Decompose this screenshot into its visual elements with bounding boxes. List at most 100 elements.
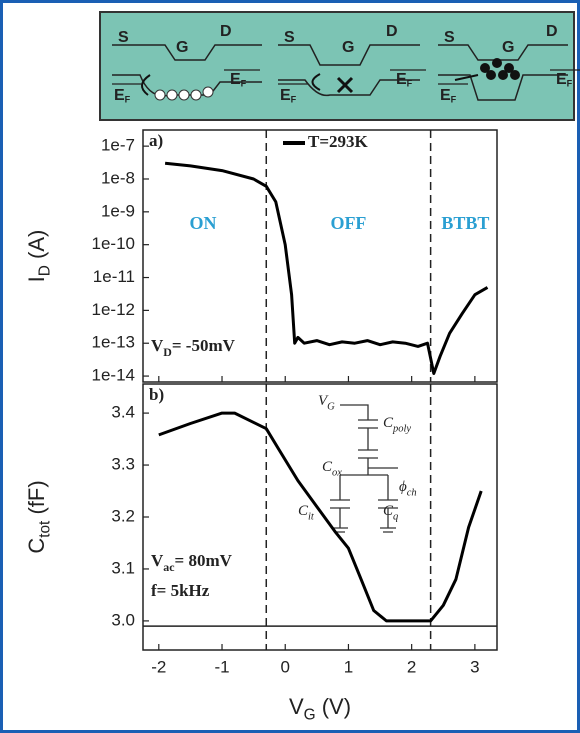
band-line	[278, 44, 420, 66]
condition-note-rest: = 80mV	[175, 551, 233, 570]
fermi-label-sub: F	[407, 79, 413, 89]
fermi-label-sub: F	[291, 95, 297, 105]
carrier	[486, 70, 496, 80]
drain-label: D	[220, 23, 232, 40]
carrier	[480, 63, 490, 73]
fermi-label-main: E	[396, 71, 407, 88]
circuit-label-main: V	[318, 393, 329, 409]
plot-area	[142, 383, 498, 651]
x-axis-label: VG (V)	[289, 694, 351, 724]
x-tick-label: 3	[470, 657, 479, 676]
y-tick-label: 1e-14	[92, 366, 135, 385]
fermi-label-main: E	[440, 87, 451, 104]
region-label: ON	[190, 213, 217, 233]
y-tick-label: 3.4	[111, 403, 135, 422]
fermi-label-sub: F	[567, 79, 573, 89]
circuit-label-sub: ox	[332, 468, 342, 479]
legend-label: T=293K	[308, 132, 369, 151]
fermi-label-main: E	[556, 71, 567, 88]
y-tick-label: 3.3	[111, 455, 135, 474]
carrier	[492, 58, 502, 68]
y-axis-label-rest: (A)	[24, 230, 49, 265]
circuit-label-main: C	[322, 459, 333, 475]
circuit-label-main: C	[383, 503, 394, 519]
plot-area	[142, 129, 498, 383]
y-tick-label: 3.1	[111, 558, 135, 577]
fermi-label: EF	[280, 87, 297, 105]
circuit-label-main: ϕ	[399, 479, 407, 495]
condition-note: VD= -50mV	[151, 336, 236, 359]
circuit-label: ϕch	[399, 479, 417, 498]
data-line	[164, 161, 489, 375]
circuit-label: Cq	[383, 503, 398, 522]
y-axis-label: Ctot (fF)	[24, 480, 54, 553]
condition-note: Vac= 80mV	[151, 551, 233, 574]
condition-note-sub: D	[163, 345, 172, 359]
source-label: S	[444, 29, 455, 46]
gate-label: G	[502, 39, 514, 56]
x-tick-label: 1	[344, 657, 353, 676]
y-tick-label: 1e-12	[92, 300, 135, 319]
condition-note: f= 5kHz	[151, 581, 210, 600]
y-tick-label: 3.2	[111, 506, 135, 525]
carrier	[178, 89, 190, 101]
panel-label: b)	[149, 385, 164, 404]
carrier	[504, 63, 514, 73]
condition-note-main: V	[151, 551, 164, 570]
y-tick-label: 1e-9	[101, 201, 135, 220]
y-axis-label-main: C	[24, 538, 49, 554]
arrow	[311, 73, 321, 91]
gate-label: G	[342, 39, 354, 56]
x-axis-label-sub: G	[304, 707, 316, 724]
circuit-label-sub: it	[308, 512, 315, 523]
fermi-label-sub: F	[451, 95, 457, 105]
y-tick-label: 1e-13	[92, 333, 135, 352]
drain-label: D	[386, 23, 398, 40]
x-tick-label: -1	[214, 657, 229, 676]
y-tick-label: 1e-11	[93, 267, 135, 286]
circuit-label-sub: poly	[392, 424, 411, 435]
fermi-label: EF	[440, 87, 457, 105]
panel-label: a)	[149, 131, 163, 150]
carrier	[166, 89, 178, 101]
circuit-label-sub: q	[393, 512, 398, 523]
fermi-label-sub: F	[241, 79, 247, 89]
circuit-label-main: C	[383, 415, 394, 431]
y-tick-label: 1e-10	[92, 234, 135, 253]
band-line	[438, 74, 568, 101]
inset-box	[99, 11, 575, 121]
circuit-label: Cpoly	[383, 415, 411, 434]
arrow	[454, 74, 479, 81]
circuit-label: Cox	[322, 459, 342, 478]
region-label: OFF	[330, 213, 366, 233]
y-tick-label: 3.0	[111, 610, 135, 629]
x-tick-label: 2	[407, 657, 416, 676]
fermi-label: EF	[396, 71, 413, 89]
y-axis-label-sub: D	[37, 265, 54, 276]
carrier	[190, 89, 202, 101]
fermi-label: EF	[556, 71, 573, 89]
fermi-label: EF	[230, 71, 247, 89]
circuit-label-sub: ch	[407, 488, 417, 499]
carrier	[154, 89, 166, 101]
x-axis-label-rest: (V)	[316, 694, 351, 719]
data-line	[158, 411, 483, 623]
carrier	[510, 70, 520, 80]
y-axis-label-rest: (fF)	[24, 480, 49, 520]
y-axis-label: ID (A)	[24, 230, 54, 283]
region-label: BTBT	[441, 213, 489, 233]
fermi-label: EF	[114, 87, 131, 105]
band-line	[278, 79, 420, 97]
band-inset	[99, 11, 575, 121]
gate-label: G	[176, 39, 188, 56]
circuit-label-sub: G	[327, 402, 335, 413]
source-label: S	[284, 29, 295, 46]
drain-label: D	[546, 23, 558, 40]
arrow	[141, 74, 151, 96]
circuit-label-main: C	[298, 503, 309, 519]
y-axis-label-sub: tot	[37, 520, 54, 538]
fermi-label-main: E	[114, 87, 125, 104]
circuit	[330, 404, 398, 533]
